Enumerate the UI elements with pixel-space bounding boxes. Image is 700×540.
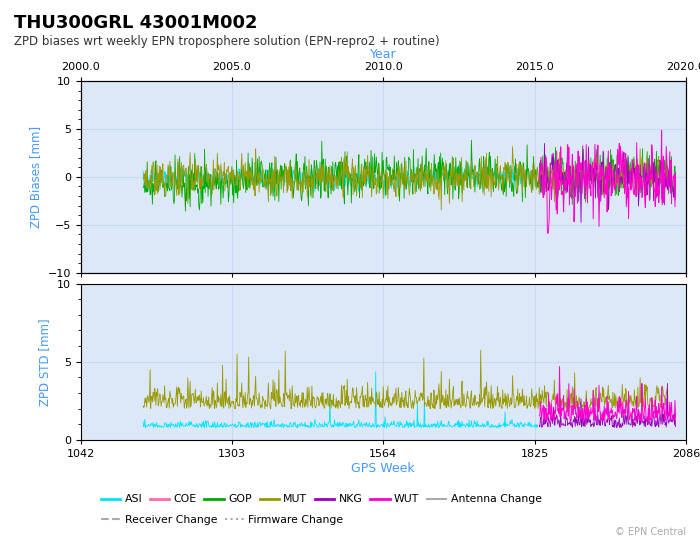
X-axis label: Year: Year — [370, 48, 397, 61]
X-axis label: GPS Week: GPS Week — [351, 462, 415, 475]
Y-axis label: ZPD STD [mm]: ZPD STD [mm] — [38, 318, 51, 406]
Text: © EPN Central: © EPN Central — [615, 527, 686, 537]
Legend: Receiver Change, Firmware Change: Receiver Change, Firmware Change — [97, 510, 348, 529]
Y-axis label: ZPD Biases [mm]: ZPD Biases [mm] — [29, 126, 42, 228]
Text: THU300GRL 43001M002: THU300GRL 43001M002 — [14, 14, 258, 31]
Legend: ASI, COE, GOP, MUT, NKG, WUT, Antenna Change: ASI, COE, GOP, MUT, NKG, WUT, Antenna Ch… — [97, 490, 546, 509]
Text: ZPD biases wrt weekly EPN troposphere solution (EPN-repro2 + routine): ZPD biases wrt weekly EPN troposphere so… — [14, 35, 440, 48]
